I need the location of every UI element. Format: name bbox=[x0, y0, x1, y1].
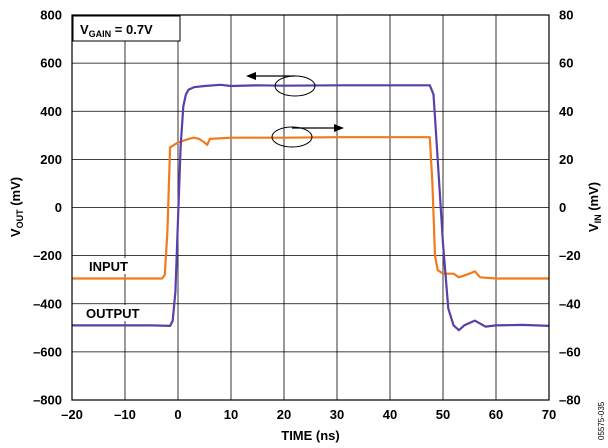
output-label-bg bbox=[84, 305, 156, 321]
x-tick-labels: –20 –10 0 10 20 30 40 50 60 70 bbox=[61, 407, 556, 422]
y-left-tick-label: 0 bbox=[55, 200, 62, 215]
x-tick-label: 70 bbox=[542, 407, 556, 422]
y-left-axis-label: VOUT (mV) bbox=[8, 177, 25, 237]
y-right-tick-label: 40 bbox=[559, 104, 573, 119]
y-right-tick-label: –20 bbox=[559, 248, 581, 263]
x-tick-label: 30 bbox=[330, 407, 344, 422]
figure-id: 05575-035 bbox=[597, 401, 606, 440]
x-tick-label: 60 bbox=[489, 407, 503, 422]
y-right-tick-label: –80 bbox=[559, 393, 581, 408]
y-left-tick-label: –800 bbox=[33, 393, 62, 408]
y-right-tick-label: 20 bbox=[559, 152, 573, 167]
series-lines bbox=[72, 83, 550, 332]
y-left-tick-label: 200 bbox=[40, 152, 62, 167]
y-left-tick-label: –400 bbox=[33, 296, 62, 311]
y-left-tick-labels: –800 –600 –400 –200 0 200 400 600 800 bbox=[33, 8, 62, 408]
y-right-tick-label: 60 bbox=[559, 56, 573, 71]
y-right-tick-labels: –80 –60 –40 –20 0 20 40 60 80 bbox=[559, 8, 581, 408]
grid-lines bbox=[72, 15, 549, 400]
y-left-tick-label: 600 bbox=[40, 56, 62, 71]
input-series-line bbox=[72, 136, 549, 280]
x-tick-label: –10 bbox=[114, 407, 136, 422]
annotation-box bbox=[72, 15, 181, 42]
y-right-tick-label: 80 bbox=[559, 8, 573, 23]
y-left-tick-label: –200 bbox=[33, 248, 62, 263]
y-left-tick-label: 800 bbox=[40, 8, 62, 23]
y-right-tick-label: –40 bbox=[559, 296, 581, 311]
plot-area-frame bbox=[71, 14, 550, 401]
x-tick-label: 40 bbox=[383, 407, 397, 422]
y-left-tick-label: 400 bbox=[40, 104, 62, 119]
gain-annotation: VGAIN = 0.7V bbox=[80, 22, 153, 39]
input-label-bg bbox=[86, 258, 140, 274]
x-tick-label: 0 bbox=[174, 407, 181, 422]
x-tick-label: 20 bbox=[277, 407, 291, 422]
x-axis-label: TIME (ns) bbox=[281, 428, 340, 443]
input-axis-indicator bbox=[271, 124, 344, 148]
output-axis-indicator bbox=[246, 72, 316, 97]
output-series-label: OUTPUT bbox=[86, 306, 140, 321]
y-right-axis-label: VIN (mV) bbox=[586, 182, 603, 232]
y-right-tick-label: 0 bbox=[559, 200, 566, 215]
y-left-tick-label: –600 bbox=[33, 344, 62, 359]
input-series-label: INPUT bbox=[89, 259, 128, 274]
x-tick-label: 10 bbox=[224, 407, 238, 422]
output-series-line bbox=[72, 83, 550, 332]
x-tick-label: –20 bbox=[61, 407, 83, 422]
y-right-tick-label: –60 bbox=[559, 344, 581, 359]
x-tick-label: 50 bbox=[436, 407, 450, 422]
